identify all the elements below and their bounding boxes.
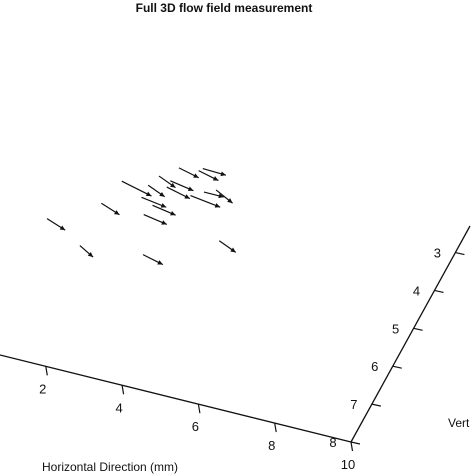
axes-group	[0, 225, 471, 443]
flow-vector-head	[214, 203, 221, 208]
x-tick-mark	[197, 404, 201, 414]
flow-vector-shaft	[190, 195, 221, 208]
x-tick-label: 6	[192, 419, 199, 434]
y-tick-mark	[413, 327, 423, 331]
x-tick-mark	[350, 441, 354, 452]
y-tick-label: 8	[329, 435, 336, 450]
flow-vector-head	[59, 225, 66, 231]
y-axis-label: Vert	[448, 416, 470, 430]
y-tick-mark	[455, 251, 465, 256]
flow-vector	[152, 204, 176, 216]
x-tick-mark	[121, 385, 125, 395]
flow-vector-head	[193, 173, 199, 178]
flow-vector	[218, 240, 237, 253]
y-tick-mark	[350, 441, 361, 445]
flow-vector-head	[170, 210, 176, 216]
flow-vector	[190, 195, 221, 208]
flow-vector	[142, 254, 164, 266]
flow-vector-head	[184, 194, 190, 199]
x-tick-label: 10	[341, 457, 355, 472]
flow-vector-head	[145, 191, 152, 197]
flow-vector-head	[220, 171, 226, 177]
flow-vector-head	[230, 247, 236, 253]
y-tick-label: 3	[434, 246, 441, 261]
chart-title: Full 3D flow field measurement	[136, 1, 313, 15]
flow-vector-head	[160, 203, 167, 208]
flow-vector-head	[187, 186, 194, 191]
flow-vector	[215, 189, 233, 204]
flow-vector	[101, 202, 120, 216]
flow-vector-head	[218, 193, 224, 199]
x-tick-mark	[45, 366, 48, 376]
x-axis-label: Horizontal Direction (mm)	[42, 460, 178, 474]
x-tick-label: 4	[115, 400, 122, 415]
vectors-group	[46, 167, 237, 266]
flow-vector-head	[113, 210, 120, 215]
x-tick-label: 8	[268, 438, 275, 453]
y-axis-line	[350, 225, 471, 443]
flow-vector	[158, 175, 176, 189]
flow-vector	[46, 218, 66, 231]
flow-vector	[198, 170, 219, 182]
flow-vector	[147, 184, 166, 198]
flow-vector-head	[157, 260, 163, 265]
flow-vector-shaft	[121, 180, 152, 197]
x-axis-line	[0, 354, 352, 443]
flow-vector-head	[87, 252, 94, 258]
x-tick-mark	[274, 422, 277, 433]
flow-vector	[178, 167, 200, 179]
flow-vector	[203, 191, 224, 199]
flow-vector	[79, 245, 94, 258]
flow-vector	[143, 213, 168, 225]
flow-vector	[166, 186, 191, 200]
y-tick-mark	[392, 365, 402, 369]
ticks-group: 2 4 6 8 10 3 4 5 6 7 8	[39, 246, 465, 472]
x-tick-label: 2	[39, 381, 46, 396]
flow-vector-head	[212, 176, 219, 181]
flow-vector	[202, 167, 227, 177]
y-tick-mark	[434, 289, 444, 294]
flow-vector-head	[161, 220, 167, 225]
y-tick-mark	[371, 403, 382, 407]
flow-vector	[141, 196, 167, 208]
y-tick-label: 5	[392, 321, 399, 336]
flow-vector-head	[170, 182, 176, 188]
flow-vector	[170, 180, 194, 192]
y-tick-label: 7	[350, 397, 357, 412]
flow-vector-head	[159, 191, 165, 197]
flow-vector	[121, 180, 152, 197]
y-tick-label: 6	[371, 359, 378, 374]
y-tick-label: 4	[413, 283, 420, 298]
flow-vector-head	[227, 198, 233, 204]
